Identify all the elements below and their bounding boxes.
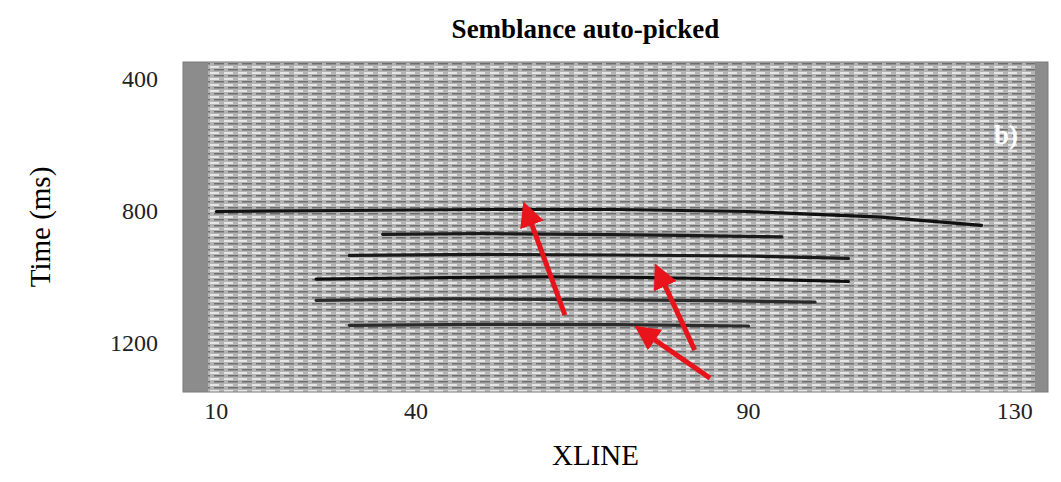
x-tick-label: 40 — [404, 398, 428, 424]
title: Semblance auto-picked — [452, 14, 720, 44]
arrow — [660, 275, 695, 350]
chart: Semblance auto-picked b) 400 800 1200 10 40 90 1… — [0, 0, 1061, 482]
reflector — [349, 254, 848, 258]
edge-left — [183, 62, 208, 392]
arrow — [528, 213, 565, 315]
marks — [216, 210, 981, 327]
x-tick-label: 10 — [204, 398, 228, 424]
y-tick-label: 800 — [122, 198, 158, 224]
arrows — [528, 213, 710, 378]
y-tick-label: 400 — [122, 66, 158, 92]
x-tick-label: 90 — [737, 398, 761, 424]
reflector — [349, 324, 748, 326]
x-axis-title: XLINE — [552, 439, 639, 471]
panel-label: b) — [994, 120, 1018, 150]
y-axis-title: Time (ms) — [24, 167, 57, 288]
reflector — [316, 299, 815, 302]
reflector — [316, 277, 848, 282]
edge-right — [1035, 62, 1048, 392]
y-tick-label: 1200 — [110, 330, 158, 356]
reflector — [216, 210, 981, 226]
plot-frame — [183, 62, 1048, 392]
plot-area — [183, 62, 1048, 392]
arrow — [645, 333, 710, 378]
reflector — [383, 234, 782, 237]
x-tick-label: 130 — [997, 398, 1033, 424]
